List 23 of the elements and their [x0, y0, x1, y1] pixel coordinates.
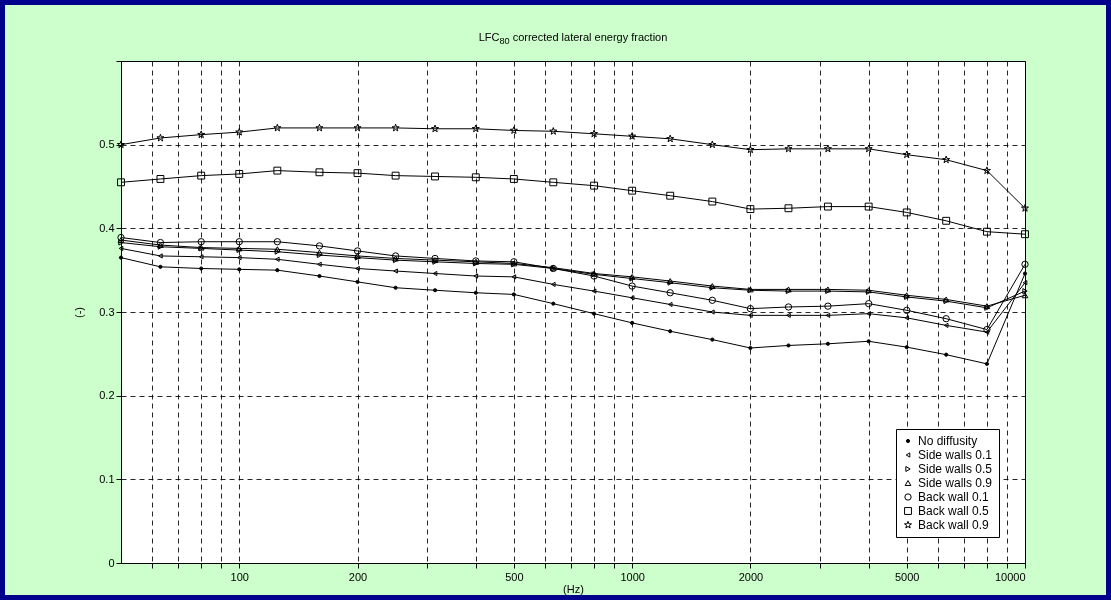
- y-axis-title: (-): [73, 307, 86, 318]
- x-tick-label: 1000: [620, 570, 645, 583]
- legend-label: No diffusity: [918, 434, 978, 448]
- x-tick-label: 200: [348, 570, 368, 583]
- x-axis-title: (Hz): [563, 582, 584, 595]
- x-tick-label: 10000: [994, 570, 1026, 583]
- legend-label: Side walls 0.9: [918, 476, 993, 490]
- legend-label: Back wall 0.1: [918, 490, 990, 504]
- y-tick-label: 0.2: [99, 389, 115, 402]
- legend-label: Back wall 0.9: [918, 518, 990, 532]
- x-tick-label: 5000: [894, 570, 920, 583]
- legend-label: Side walls 0.1: [918, 448, 993, 462]
- y-tick-label: 0.5: [99, 138, 115, 151]
- legend-label: Back wall 0.5: [918, 504, 990, 518]
- x-tick-label: 100: [230, 570, 249, 583]
- y-tick-label: 0.3: [99, 305, 115, 318]
- legend-label: Side walls 0.5: [918, 462, 993, 476]
- chart-title: LFC$_{80}$ corrected lateral energy fraction: [477, 31, 669, 47]
- y-tick-label: 0.4: [99, 221, 115, 234]
- y-tick-label: 0.1: [99, 472, 115, 485]
- x-tick-label: 2000: [738, 570, 764, 583]
- x-tick-label: 500: [505, 570, 524, 583]
- y-tick-label: 0: [108, 556, 115, 569]
